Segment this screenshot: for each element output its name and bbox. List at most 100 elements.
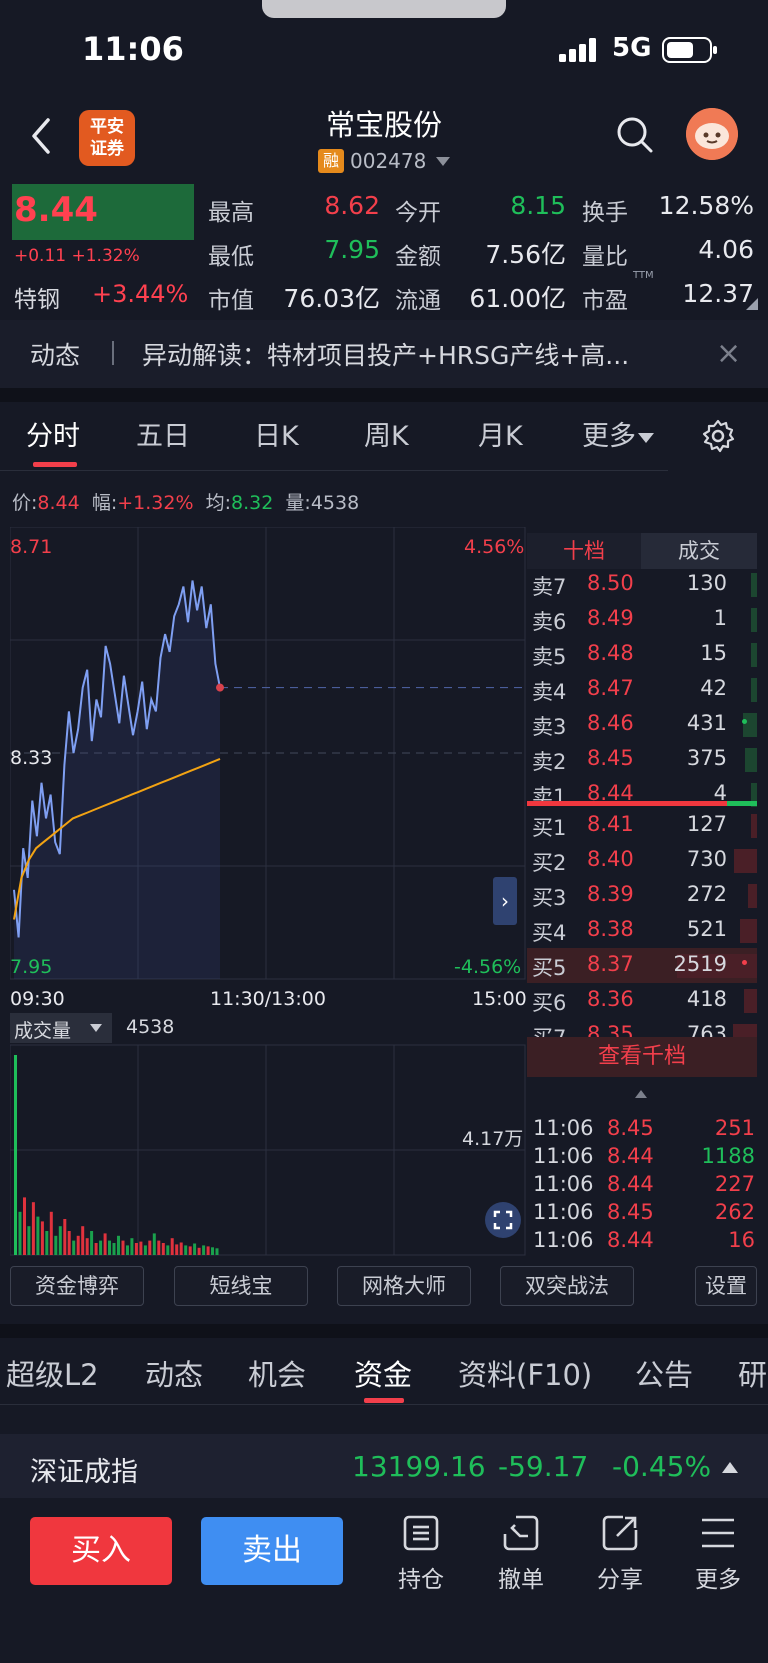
stock-code-selector[interactable]: 融 002478 bbox=[318, 148, 451, 174]
order-book-row[interactable]: 买6 8.36 418 bbox=[527, 983, 757, 1018]
order-book-row[interactable]: 卖6 8.49 1 bbox=[527, 602, 757, 637]
quote-value: 8.62 bbox=[324, 191, 380, 220]
volume-label[interactable]: 成交量 bbox=[14, 1020, 72, 1042]
tick-row: 11:06 8.45 251 bbox=[533, 1116, 755, 1144]
share-label: 分享 bbox=[597, 1567, 643, 1593]
index-bar[interactable] bbox=[0, 1434, 768, 1498]
info-tab[interactable]: 动态 bbox=[145, 1358, 204, 1392]
order-book-row[interactable]: 买3 8.39 272 bbox=[527, 878, 757, 913]
info-tab[interactable]: 超级L2 bbox=[6, 1358, 99, 1392]
order-book-row[interactable]: 卖7 8.50 130 bbox=[527, 567, 757, 602]
quote-value: 76.03亿 bbox=[283, 284, 380, 313]
news-ticker[interactable] bbox=[0, 320, 768, 388]
stock-name: 常宝股份 bbox=[325, 108, 442, 142]
chart-tab[interactable]: 日K bbox=[254, 414, 299, 453]
holdings-button[interactable]: 持仓 bbox=[384, 1514, 458, 1594]
order-book-row[interactable]: 买4 8.38 521 bbox=[527, 913, 757, 948]
broker-logo[interactable]: 平安 证券 bbox=[79, 110, 135, 166]
order-book-row[interactable]: 卖3 8.46 431 bbox=[527, 707, 757, 742]
tick-price: 8.44 bbox=[607, 1144, 654, 1168]
price-line bbox=[13, 580, 221, 938]
ttm-label: TTM bbox=[633, 270, 654, 281]
stock-code: 002478 bbox=[350, 149, 427, 173]
tool-button[interactable]: 短线宝 bbox=[174, 1266, 308, 1306]
order-book-row[interactable]: 买1 8.41 127 bbox=[527, 808, 757, 843]
tab-ten-levels[interactable]: 十档 bbox=[527, 533, 641, 569]
quote-value: 61.00亿 bbox=[469, 284, 566, 313]
volume-bar bbox=[744, 989, 757, 1013]
order-book-divider bbox=[527, 801, 757, 806]
volume-bar bbox=[67, 1231, 71, 1255]
volume-bar bbox=[202, 1245, 206, 1255]
level-qty: 431 bbox=[686, 711, 727, 735]
info-tab[interactable]: 资金 bbox=[354, 1358, 413, 1392]
info-tab[interactable]: 公告 bbox=[635, 1358, 694, 1392]
chart-tab[interactable]: 月K bbox=[478, 414, 523, 453]
view-thousand-levels-button[interactable]: 查看千档 bbox=[527, 1037, 757, 1077]
status-time: 11:06 bbox=[82, 30, 184, 68]
fullscreen-icon bbox=[493, 1210, 513, 1230]
news-text[interactable]: 异动解读：特材项目投产+HRSG产线+高... bbox=[142, 341, 630, 370]
tick-volume: 262 bbox=[714, 1200, 755, 1224]
close-icon[interactable]: × bbox=[716, 336, 742, 371]
tick-price: 8.44 bbox=[607, 1228, 654, 1252]
volume-bar bbox=[45, 1231, 49, 1255]
order-book-row[interactable]: 卖4 8.47 42 bbox=[527, 672, 757, 707]
order-book-row[interactable]: 卖1 8.44 4 bbox=[527, 777, 757, 812]
tool-button[interactable]: 设置 bbox=[695, 1266, 757, 1306]
search-icon[interactable] bbox=[616, 116, 654, 154]
volume-bar bbox=[740, 919, 757, 943]
volume-bar bbox=[179, 1242, 183, 1255]
quote-value: 8.15 bbox=[510, 191, 566, 220]
divider bbox=[0, 1404, 768, 1405]
sector-change[interactable]: +3.44% bbox=[92, 280, 189, 308]
order-book-row[interactable]: 卖5 8.48 15 bbox=[527, 637, 757, 672]
volume-bar bbox=[215, 1248, 219, 1255]
tick-row: 11:06 8.44 16 bbox=[533, 1228, 755, 1256]
chart-tab[interactable]: 周K bbox=[364, 414, 409, 453]
tool-button[interactable]: 网格大师 bbox=[337, 1266, 471, 1306]
chart-tab[interactable]: 更多 bbox=[582, 414, 654, 453]
intraday-chart[interactable] bbox=[10, 527, 526, 1257]
sector-name[interactable]: 特钢 bbox=[14, 287, 60, 313]
level-price: 8.49 bbox=[587, 606, 634, 630]
tool-button[interactable]: 双突战法 bbox=[500, 1266, 634, 1306]
level-qty: 15 bbox=[700, 641, 727, 665]
gear-icon[interactable] bbox=[700, 418, 736, 454]
tool-button[interactable]: 资金博弈 bbox=[10, 1266, 144, 1306]
chevron-right-icon[interactable]: › bbox=[493, 877, 517, 925]
corner-indicator-icon bbox=[746, 298, 758, 310]
chart-tab[interactable]: 五日 bbox=[136, 414, 190, 453]
chevron-up-icon[interactable] bbox=[635, 1090, 647, 1098]
info-tab[interactable]: 资料(F10) bbox=[458, 1358, 593, 1392]
volume-bar bbox=[677, 954, 757, 978]
network-label: 5G bbox=[612, 33, 652, 63]
volume-bar bbox=[121, 1240, 125, 1255]
tab-trades[interactable]: 成交 bbox=[641, 533, 757, 569]
level-label: 买2 bbox=[532, 851, 567, 875]
sell-button[interactable]: 卖出 bbox=[201, 1517, 343, 1585]
volume-bar bbox=[751, 573, 757, 597]
tick-price: 8.45 bbox=[607, 1116, 654, 1140]
info-tab[interactable]: 机会 bbox=[248, 1358, 307, 1392]
share-button[interactable]: 分享 bbox=[583, 1514, 657, 1594]
buy-button[interactable]: 买入 bbox=[30, 1517, 172, 1585]
chart-tab[interactable]: 分时 bbox=[26, 414, 80, 453]
level-qty: 272 bbox=[686, 882, 727, 906]
volume-bar bbox=[188, 1246, 192, 1255]
expand-icon[interactable] bbox=[485, 1202, 521, 1238]
chevron-up-icon[interactable] bbox=[722, 1462, 738, 1473]
order-book-row[interactable]: 卖2 8.45 375 bbox=[527, 742, 757, 777]
order-book-row[interactable]: 买5 8.37 2519 bbox=[527, 948, 757, 983]
cancel-order-button[interactable]: 撤单 bbox=[484, 1514, 558, 1594]
current-price: 8.44 bbox=[14, 190, 98, 230]
tick-volume: 227 bbox=[714, 1172, 755, 1196]
order-book-row[interactable]: 买2 8.40 730 bbox=[527, 843, 757, 878]
volume-bar bbox=[745, 748, 757, 772]
avatar[interactable] bbox=[686, 108, 738, 160]
level-qty: 1 bbox=[713, 606, 727, 630]
more-button[interactable]: 更多 bbox=[681, 1514, 755, 1594]
info-tab[interactable]: 研 bbox=[738, 1358, 768, 1392]
level-qty: 375 bbox=[686, 746, 727, 770]
back-icon[interactable] bbox=[26, 116, 56, 156]
